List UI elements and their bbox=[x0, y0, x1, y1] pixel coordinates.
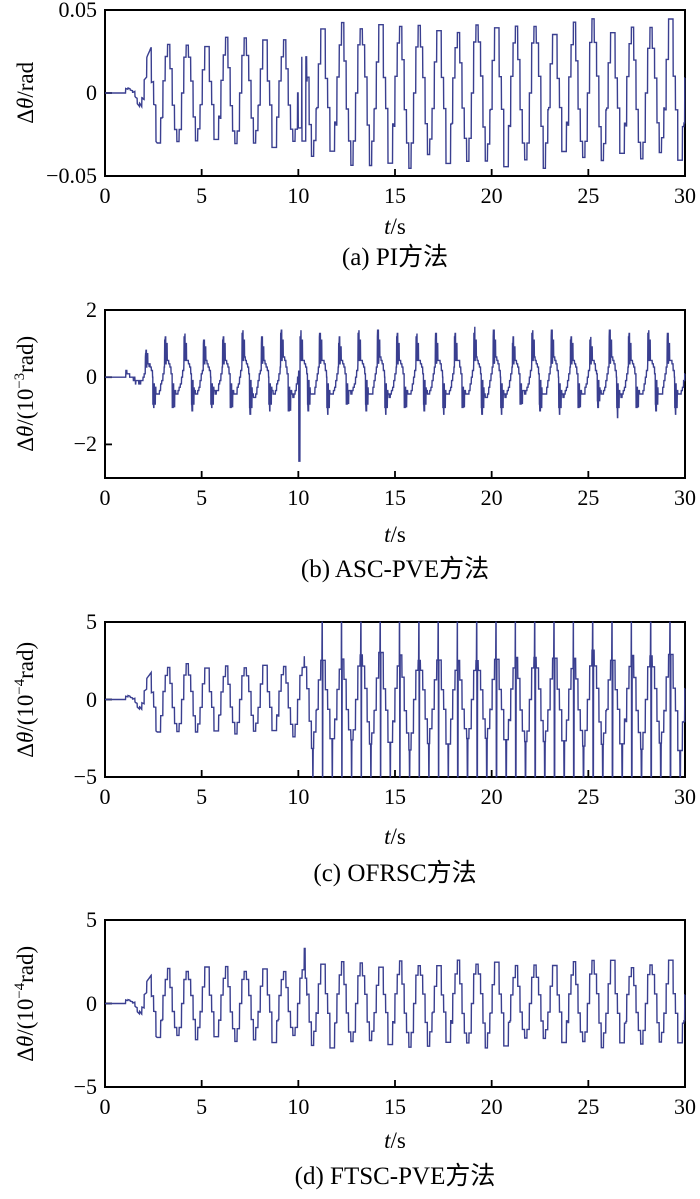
plot-area-d bbox=[104, 919, 686, 1088]
x-axis-label-d: t/s bbox=[384, 1128, 406, 1153]
x-tick-label: 0 bbox=[99, 183, 111, 208]
x-tick-label: 5 bbox=[196, 183, 208, 208]
x-axis-label-b: t/s bbox=[384, 522, 406, 547]
y-tick-label: 0 bbox=[86, 80, 97, 105]
x-tick-label: 30 bbox=[674, 485, 696, 510]
x-tick-label: 30 bbox=[674, 784, 696, 809]
y-tick-label: −5 bbox=[73, 1074, 97, 1099]
x-tick-label: 10 bbox=[287, 183, 310, 208]
x-tick-label: 5 bbox=[196, 1094, 208, 1119]
x-tick-label: 25 bbox=[577, 1094, 600, 1119]
x-axis-label-c: t/s bbox=[384, 824, 406, 849]
y-tick-label: 2 bbox=[86, 297, 97, 322]
x-tick-label: 10 bbox=[287, 485, 310, 510]
x-tick-label: 10 bbox=[287, 784, 310, 809]
axis-box bbox=[104, 309, 686, 479]
y-tick-label: 5 bbox=[86, 907, 97, 932]
x-tick-label: 20 bbox=[480, 784, 503, 809]
x-tick-label: 20 bbox=[480, 1094, 503, 1119]
y-tick-label: 0 bbox=[86, 686, 97, 712]
x-tick-label: 30 bbox=[674, 1094, 696, 1119]
x-tick-label: 15 bbox=[384, 1094, 406, 1119]
x-tick-label: 0 bbox=[99, 784, 111, 809]
x-tick-label: 15 bbox=[384, 784, 406, 809]
x-tick-label: 5 bbox=[196, 485, 208, 510]
y-tick-label: 5 bbox=[86, 609, 97, 634]
y-tick-label: −2 bbox=[73, 431, 97, 457]
plot-area-b bbox=[104, 309, 686, 479]
caption-d: (d) FTSC-PVE方法 bbox=[294, 1163, 496, 1190]
x-axis-label-a: t/s bbox=[384, 214, 406, 239]
x-tick-label: 10 bbox=[287, 1094, 310, 1119]
y-tick-label: −0.05 bbox=[46, 163, 97, 188]
y-tick-label: 0 bbox=[86, 364, 97, 390]
caption-a: (a) PI方法 bbox=[341, 244, 449, 271]
x-tick-label: 25 bbox=[577, 485, 600, 510]
x-tick-label: 15 bbox=[384, 183, 406, 208]
x-tick-label: 0 bbox=[99, 485, 111, 510]
waveform-line bbox=[105, 621, 686, 778]
plot-area-c bbox=[104, 621, 686, 778]
x-tick-label: 25 bbox=[577, 183, 600, 208]
caption-b: (b) ASC-PVE方法 bbox=[300, 556, 490, 583]
waveform-line bbox=[105, 947, 686, 1049]
x-tick-label: 0 bbox=[99, 1094, 111, 1119]
y-tick-label: 0 bbox=[86, 990, 97, 1016]
x-tick-label: 15 bbox=[384, 485, 406, 510]
x-tick-label: 5 bbox=[196, 784, 208, 809]
x-tick-label: 25 bbox=[577, 784, 600, 809]
x-tick-label: 20 bbox=[480, 183, 503, 208]
x-tick-label: 30 bbox=[674, 183, 696, 208]
y-tick-label: −5 bbox=[73, 764, 97, 789]
x-tick-label: 20 bbox=[480, 485, 503, 510]
y-tick-label: 0.05 bbox=[58, 0, 98, 22]
plot-area-a bbox=[104, 9, 686, 177]
caption-c: (c) OFRSC方法 bbox=[313, 860, 477, 887]
waveform-line bbox=[105, 326, 686, 462]
waveform-line bbox=[105, 18, 686, 170]
